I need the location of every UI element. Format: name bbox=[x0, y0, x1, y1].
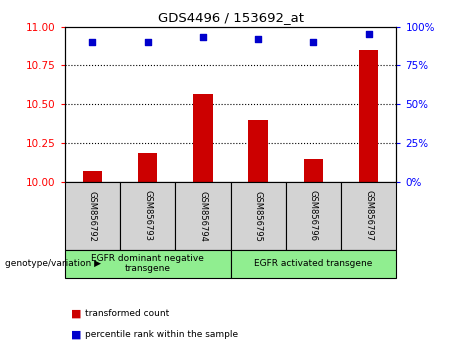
Bar bbox=[286, 182, 341, 250]
Point bbox=[199, 35, 207, 40]
Text: ■: ■ bbox=[71, 308, 82, 318]
Text: GSM856793: GSM856793 bbox=[143, 190, 152, 241]
Point bbox=[365, 32, 372, 37]
Text: GSM856795: GSM856795 bbox=[254, 190, 263, 241]
Bar bbox=[230, 250, 396, 278]
Bar bbox=[193, 93, 213, 182]
Text: GSM856792: GSM856792 bbox=[88, 190, 97, 241]
Text: transformed count: transformed count bbox=[85, 309, 170, 318]
Point bbox=[144, 39, 151, 45]
Text: GSM856796: GSM856796 bbox=[309, 190, 318, 241]
Text: GSM856794: GSM856794 bbox=[198, 190, 207, 241]
Bar bbox=[65, 250, 230, 278]
Bar bbox=[248, 120, 268, 182]
Bar bbox=[65, 182, 120, 250]
Text: genotype/variation ▶: genotype/variation ▶ bbox=[5, 259, 100, 268]
Bar bbox=[304, 159, 323, 182]
Bar bbox=[83, 171, 102, 182]
Bar bbox=[120, 182, 175, 250]
Bar bbox=[230, 182, 286, 250]
Text: GSM856797: GSM856797 bbox=[364, 190, 373, 241]
Text: percentile rank within the sample: percentile rank within the sample bbox=[85, 330, 238, 339]
Title: GDS4496 / 153692_at: GDS4496 / 153692_at bbox=[158, 11, 303, 24]
Bar bbox=[341, 182, 396, 250]
Bar bbox=[138, 153, 157, 182]
Text: ■: ■ bbox=[71, 330, 82, 339]
Point bbox=[254, 36, 262, 42]
Point bbox=[89, 39, 96, 45]
Text: EGFR activated transgene: EGFR activated transgene bbox=[254, 259, 372, 268]
Bar bbox=[175, 182, 230, 250]
Point bbox=[310, 39, 317, 45]
Text: EGFR dominant negative
transgene: EGFR dominant negative transgene bbox=[91, 254, 204, 273]
Bar bbox=[359, 50, 378, 182]
